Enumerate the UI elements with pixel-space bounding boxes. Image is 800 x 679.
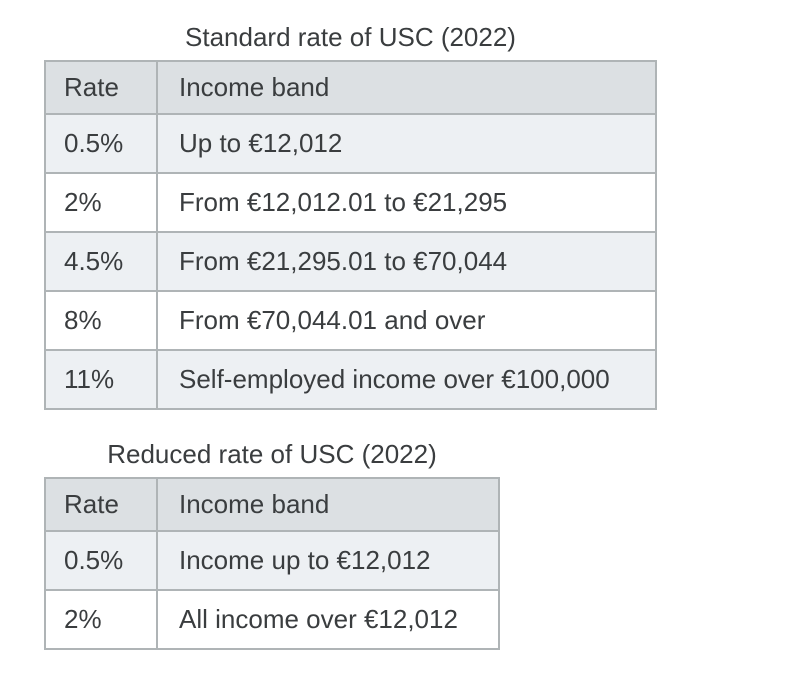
income-band-cell: Income up to €12,012: [156, 530, 500, 591]
income-band-cell: From €21,295.01 to €70,044: [156, 231, 657, 292]
income-band-column-header: Income band: [156, 477, 500, 532]
rate-column-header: Rate: [44, 60, 158, 115]
table-row: 8% From €70,044.01 and over: [44, 290, 657, 351]
rate-cell: 8%: [44, 290, 158, 351]
rate-cell: 2%: [44, 172, 158, 233]
table-row: 4.5% From €21,295.01 to €70,044: [44, 231, 657, 292]
income-band-cell: All income over €12,012: [156, 589, 500, 650]
table-row: 2% All income over €12,012: [44, 589, 500, 650]
income-band-cell: Self-employed income over €100,000: [156, 349, 657, 410]
reduced-rate-section: Reduced rate of USC (2022) Rate Income b…: [44, 440, 800, 650]
standard-header-row: Rate Income band: [44, 60, 657, 115]
rate-cell: 4.5%: [44, 231, 158, 292]
page: Standard rate of USC (2022) Rate Income …: [44, 23, 800, 650]
rate-cell: 0.5%: [44, 530, 158, 591]
reduced-header-row: Rate Income band: [44, 477, 500, 532]
rate-cell: 0.5%: [44, 113, 158, 174]
reduced-rate-title: Reduced rate of USC (2022): [107, 439, 437, 469]
income-band-column-header: Income band: [156, 60, 657, 115]
standard-rate-title: Standard rate of USC (2022): [185, 22, 516, 52]
reduced-rate-table: Rate Income band 0.5% Income up to €12,0…: [44, 477, 500, 650]
rate-column-header: Rate: [44, 477, 158, 532]
table-row: 2% From €12,012.01 to €21,295: [44, 172, 657, 233]
income-band-cell: From €70,044.01 and over: [156, 290, 657, 351]
income-band-cell: From €12,012.01 to €21,295: [156, 172, 657, 233]
table-row: 0.5% Up to €12,012: [44, 113, 657, 174]
standard-rate-section: Standard rate of USC (2022) Rate Income …: [44, 23, 800, 410]
income-band-cell: Up to €12,012: [156, 113, 657, 174]
rate-cell: 2%: [44, 589, 158, 650]
table-row: 11% Self-employed income over €100,000: [44, 349, 657, 410]
standard-rate-table: Rate Income band 0.5% Up to €12,012 2% F…: [44, 60, 657, 410]
rate-cell: 11%: [44, 349, 158, 410]
table-row: 0.5% Income up to €12,012: [44, 530, 500, 591]
